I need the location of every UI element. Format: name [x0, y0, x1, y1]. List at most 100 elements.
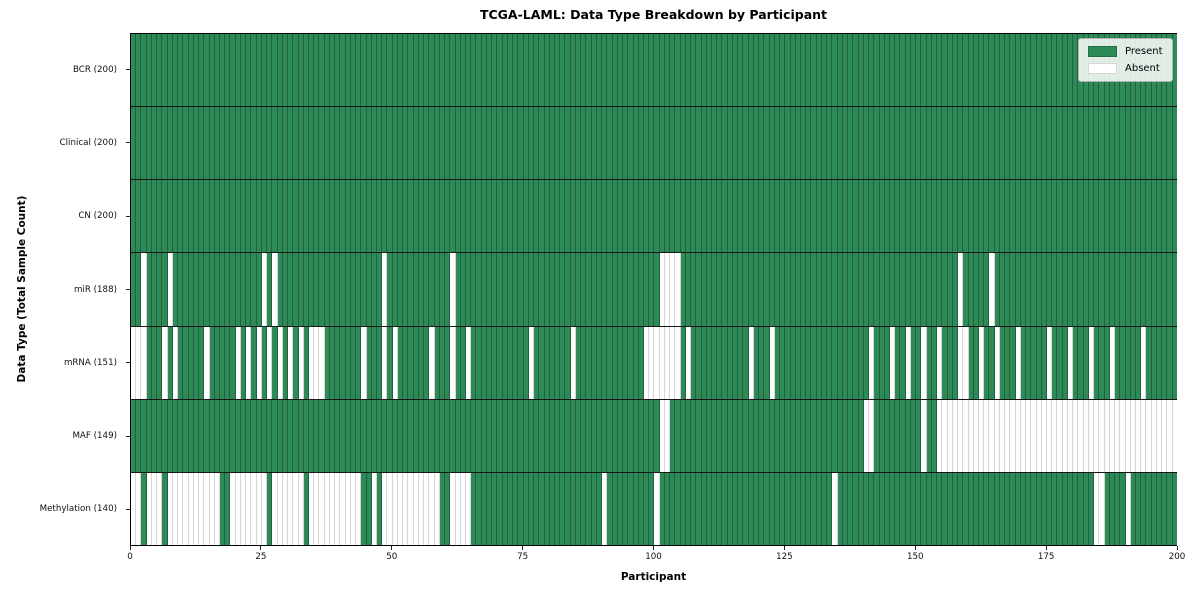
cell-Clinical-57 — [429, 107, 435, 180]
cell-Methylation-123 — [774, 472, 781, 545]
cell-miR-36 — [319, 253, 325, 326]
cell-Clinical-191 — [1130, 107, 1136, 180]
cell-BCR-142 — [874, 34, 880, 107]
cell-Clinical-48 — [382, 107, 388, 180]
cell-BCR-78 — [539, 34, 545, 107]
cell-BCR-48 — [382, 34, 388, 107]
cell-BCR-149 — [910, 34, 917, 107]
cell-Methylation-151 — [921, 472, 927, 545]
cell-BCR-126 — [790, 34, 796, 107]
cell-Clinical-198 — [1167, 107, 1173, 180]
cell-MAF-63 — [460, 399, 466, 472]
cell-CN-124 — [780, 180, 786, 253]
cell-Methylation-112 — [717, 472, 723, 545]
cell-miR-153 — [931, 253, 938, 326]
cell-BCR-6 — [162, 34, 168, 107]
cell-CN-107 — [691, 180, 697, 253]
cell-miR-152 — [926, 253, 932, 326]
cell-miR-21 — [240, 253, 247, 326]
cell-Clinical-84 — [570, 107, 576, 180]
cell-Methylation-140 — [863, 472, 870, 545]
cell-CN-110 — [706, 180, 713, 253]
cell-Methylation-179 — [1067, 472, 1074, 545]
cell-CN-134 — [832, 180, 838, 253]
cell-Clinical-28 — [277, 107, 283, 180]
cell-MAF-3 — [146, 399, 152, 472]
cell-BCR-137 — [848, 34, 854, 107]
cell-Clinical-111 — [712, 107, 718, 180]
cell-Clinical-199 — [1172, 107, 1177, 180]
cell-BCR-172 — [1031, 34, 1037, 107]
cell-MAF-26 — [267, 399, 273, 472]
cell-Clinical-50 — [392, 107, 398, 180]
cell-CN-60 — [445, 180, 451, 253]
cell-Methylation-130 — [811, 472, 817, 545]
cell-mRNA-42 — [350, 326, 357, 399]
cell-miR-76 — [528, 253, 535, 326]
cell-BCR-27 — [272, 34, 278, 107]
cell-BCR-20 — [235, 34, 241, 107]
cell-CN-175 — [1047, 180, 1053, 253]
cell-miR-29 — [282, 253, 289, 326]
cell-CN-141 — [869, 180, 875, 253]
legend-present-label: Present — [1125, 46, 1163, 57]
cell-MAF-170 — [1020, 399, 1027, 472]
cell-Methylation-117 — [743, 472, 749, 545]
cell-BCR-146 — [895, 34, 901, 107]
cell-BCR-173 — [1036, 34, 1042, 107]
cell-mRNA-69 — [492, 326, 498, 399]
cell-Clinical-31 — [293, 107, 299, 180]
cell-MAF-60 — [445, 399, 451, 472]
cell-Clinical-90 — [602, 107, 608, 180]
cell-miR-119 — [753, 253, 760, 326]
cell-Methylation-33 — [303, 472, 309, 545]
cell-mRNA-7 — [167, 326, 173, 399]
cell-Clinical-146 — [895, 107, 901, 180]
cell-Clinical-188 — [1115, 107, 1121, 180]
cell-BCR-21 — [240, 34, 247, 107]
cell-Clinical-61 — [450, 107, 456, 180]
cell-MAF-178 — [1062, 399, 1068, 472]
cell-BCR-122 — [769, 34, 775, 107]
cell-CN-73 — [513, 180, 519, 253]
cell-BCR-95 — [628, 34, 634, 107]
cell-Methylation-9 — [178, 472, 184, 545]
cell-CN-145 — [889, 180, 896, 253]
cell-BCR-143 — [879, 34, 885, 107]
cell-Methylation-120 — [759, 472, 765, 545]
cell-MAF-171 — [1026, 399, 1032, 472]
cell-mRNA-128 — [801, 326, 807, 399]
cell-MAF-185 — [1099, 399, 1105, 472]
cell-miR-63 — [460, 253, 466, 326]
cell-CN-0 — [131, 180, 137, 253]
cell-BCR-14 — [204, 34, 210, 107]
cell-miR-0 — [131, 253, 137, 326]
cell-CN-151 — [921, 180, 927, 253]
absent-swatch-icon — [1088, 63, 1117, 74]
cell-Methylation-49 — [387, 472, 393, 545]
cell-MAF-85 — [575, 399, 582, 472]
cell-miR-22 — [246, 253, 252, 326]
cell-BCR-163 — [984, 34, 990, 107]
cell-MAF-21 — [240, 399, 247, 472]
cell-Methylation-181 — [1078, 472, 1084, 545]
x-tick-label-0: 0 — [127, 552, 133, 562]
cell-CN-20 — [235, 180, 241, 253]
cell-miR-44 — [361, 253, 367, 326]
cell-Methylation-25 — [261, 472, 268, 545]
cell-miR-31 — [293, 253, 299, 326]
cell-Methylation-60 — [445, 472, 451, 545]
cell-BCR-145 — [889, 34, 896, 107]
cell-CN-53 — [408, 180, 414, 253]
cell-CN-139 — [858, 180, 864, 253]
cell-MAF-149 — [910, 399, 917, 472]
cell-MAF-38 — [329, 399, 336, 472]
cell-Methylation-157 — [952, 472, 959, 545]
cell-CN-179 — [1067, 180, 1074, 253]
cell-Methylation-28 — [277, 472, 283, 545]
cell-Methylation-76 — [528, 472, 535, 545]
cell-Clinical-26 — [267, 107, 273, 180]
cell-MAF-59 — [439, 399, 446, 472]
cell-CN-3 — [146, 180, 152, 253]
cell-mRNA-99 — [649, 326, 655, 399]
